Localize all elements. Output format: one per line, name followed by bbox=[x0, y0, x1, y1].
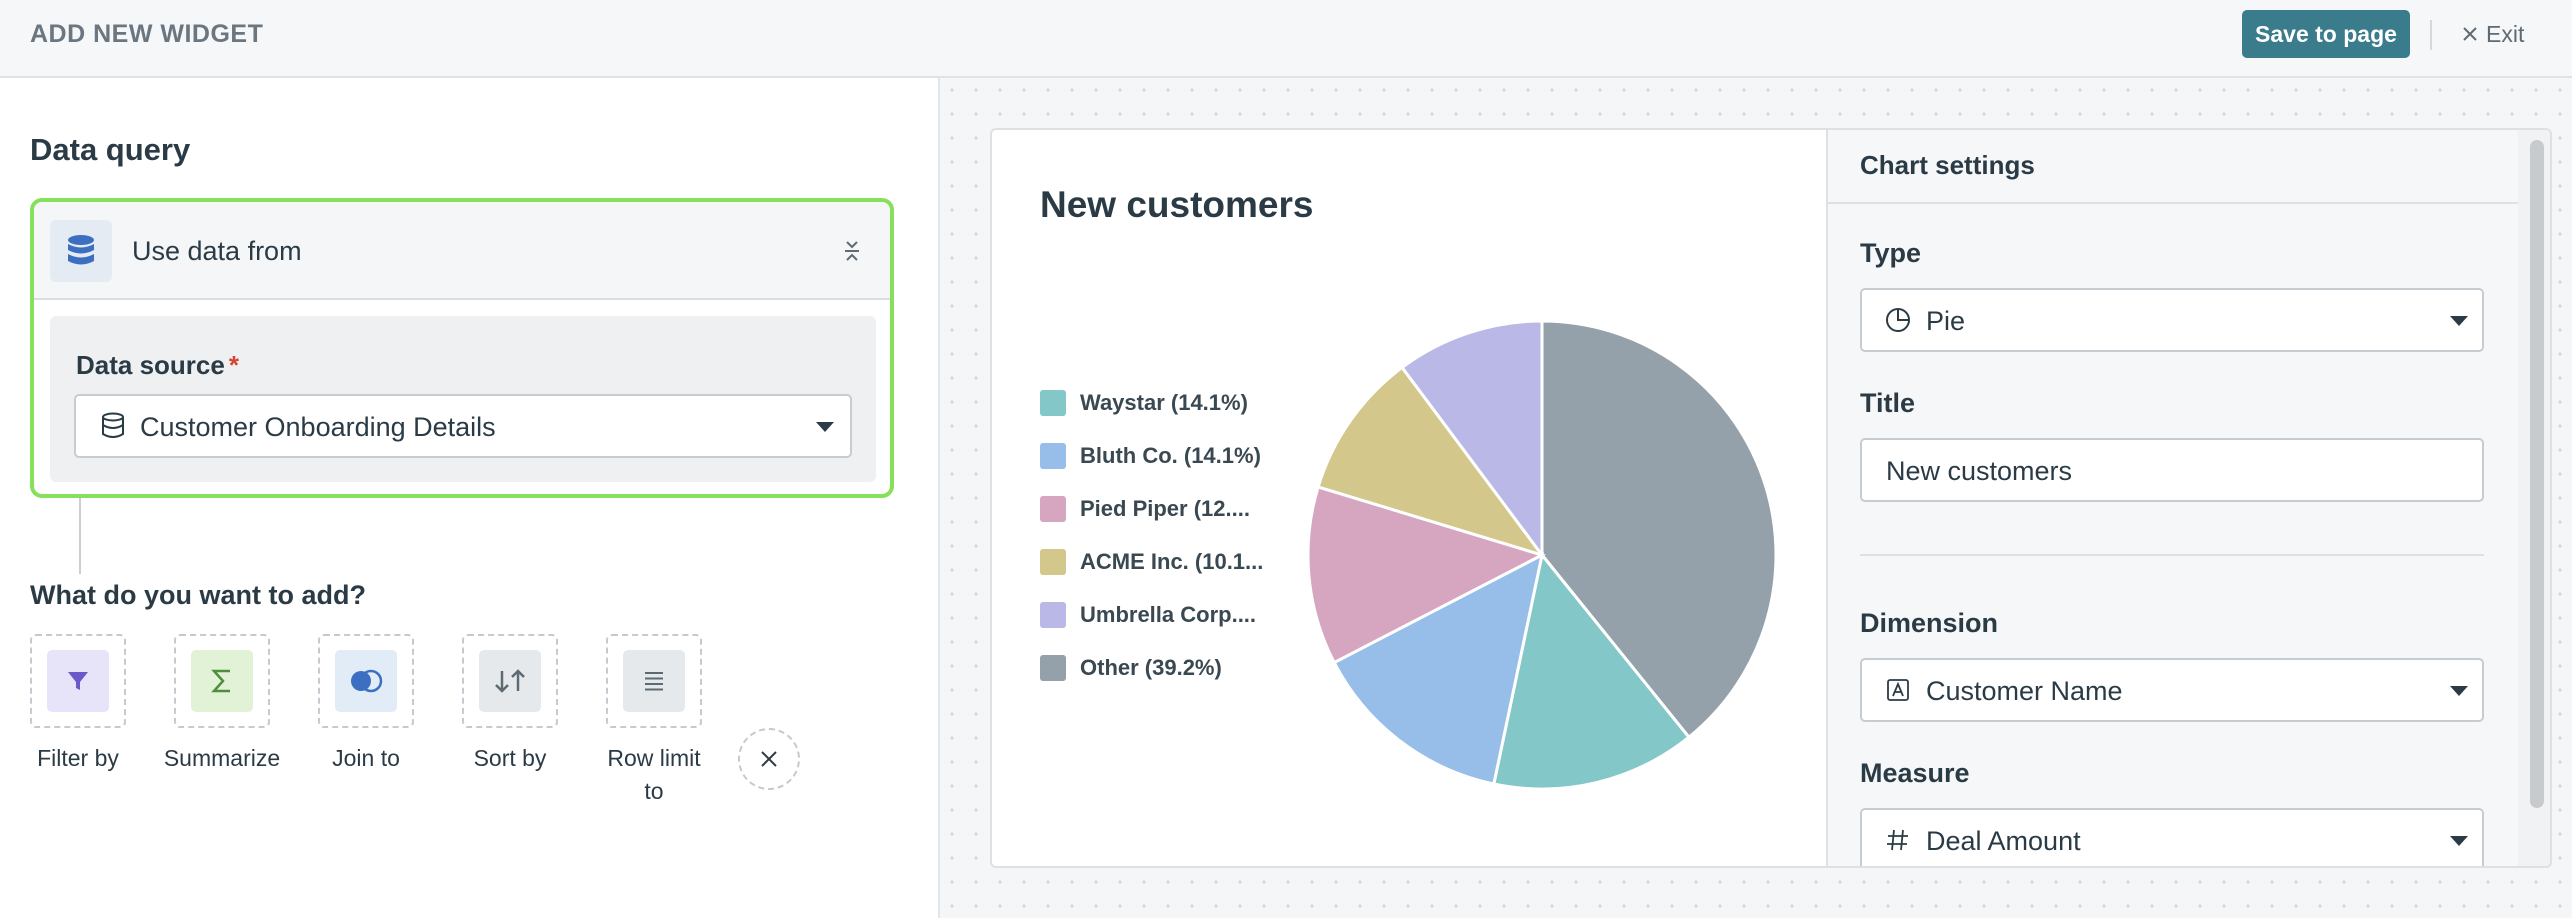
text-field-icon bbox=[1887, 679, 1909, 701]
settings-divider bbox=[1860, 554, 2484, 556]
chart-area: New customers Waystar (14.1%) Bluth Co. (… bbox=[992, 130, 1826, 866]
chart-legend: Waystar (14.1%) Bluth Co. (14.1%) Pied Pip… bbox=[1040, 390, 1263, 708]
add-step-title: What do you want to add? bbox=[30, 580, 366, 610]
pie-slice[interactable] bbox=[1540, 319, 1778, 740]
measure-label: Measure bbox=[1860, 758, 1970, 788]
widget-editor-header: ADD NEW WIDGET Save to page Exit bbox=[0, 0, 2572, 78]
close-icon bbox=[2463, 27, 2477, 41]
legend-label: ACME Inc. (10.1... bbox=[1080, 549, 1264, 574]
legend-swatch bbox=[1040, 602, 1066, 628]
close-icon bbox=[761, 751, 777, 767]
page-title: ADD NEW WIDGET bbox=[30, 20, 264, 48]
add-summarize-label: Summarize bbox=[163, 745, 281, 771]
chart-settings-panel: Chart settings Type Pie Title New custom… bbox=[1826, 130, 2550, 866]
data-source-value: Customer Onboarding Details bbox=[140, 412, 496, 442]
join-icon bbox=[335, 650, 397, 712]
chevron-down-icon bbox=[2450, 316, 2468, 326]
collapse-icon[interactable] bbox=[842, 238, 862, 264]
legend-swatch bbox=[1040, 496, 1066, 522]
sigma-icon bbox=[191, 650, 253, 712]
measure-select[interactable]: Deal Amount bbox=[1860, 808, 2484, 866]
chart-type-select[interactable]: Pie bbox=[1860, 288, 2484, 352]
header-divider bbox=[2430, 20, 2432, 50]
add-filter-button[interactable]: Filter by bbox=[13, 634, 143, 775]
dimension-label: Dimension bbox=[1860, 608, 1999, 638]
exit-label: Exit bbox=[2486, 20, 2525, 47]
database-icon bbox=[50, 220, 112, 282]
data-source-label: Data source * bbox=[76, 350, 239, 380]
legend-label: Umbrella Corp.... bbox=[1080, 602, 1257, 627]
data-source-select[interactable]: Customer Onboarding Details bbox=[74, 394, 852, 458]
exit-button[interactable]: Exit bbox=[2462, 18, 2524, 50]
pie-slice[interactable] bbox=[1316, 365, 1546, 558]
legend-item[interactable]: Pied Piper (12.... bbox=[1040, 496, 1263, 522]
number-icon bbox=[1887, 829, 1908, 851]
pie-slice[interactable] bbox=[1332, 552, 1545, 786]
sort-tile bbox=[462, 634, 558, 728]
add-sort-button[interactable]: Sort by bbox=[445, 634, 575, 775]
add-summarize-button[interactable]: Summarize bbox=[157, 634, 287, 775]
widget-preview: New customers Waystar (14.1%) Bluth Co. (… bbox=[990, 128, 2552, 868]
pie-slice[interactable] bbox=[1492, 551, 1691, 791]
dimension-select[interactable]: Customer Name bbox=[1860, 658, 2484, 722]
required-marker: * bbox=[228, 350, 239, 380]
close-add-button[interactable] bbox=[738, 728, 800, 790]
legend-item[interactable]: Waystar (14.1%) bbox=[1040, 390, 1263, 416]
legend-item[interactable]: Other (39.2%) bbox=[1040, 655, 1263, 681]
pie-chart-icon bbox=[1886, 308, 1910, 332]
settings-scrollbar-thumb[interactable] bbox=[2530, 140, 2544, 808]
chevron-down-icon bbox=[2450, 836, 2468, 846]
chart-title: New customers bbox=[1040, 184, 1314, 225]
legend-swatch bbox=[1040, 655, 1066, 681]
chart-settings-header: Chart settings bbox=[1828, 130, 2518, 204]
use-data-from-header[interactable]: Use data from bbox=[34, 202, 890, 300]
filter-tile bbox=[30, 634, 126, 728]
join-tile bbox=[318, 634, 414, 728]
data-query-panel: Data query Use data from Data source * bbox=[0, 78, 940, 918]
connector-line bbox=[79, 498, 81, 574]
legend-swatch bbox=[1040, 443, 1066, 469]
chart-type-value: Pie bbox=[1926, 306, 1966, 336]
chevron-down-icon bbox=[2450, 686, 2468, 696]
measure-value: Deal Amount bbox=[1926, 826, 2081, 856]
chart-title-value: New customers bbox=[1886, 456, 2073, 486]
add-join-button[interactable]: Join to bbox=[301, 634, 431, 775]
widget-preview-canvas: New customers Waystar (14.1%) Bluth Co. (… bbox=[940, 78, 2572, 918]
row-limit-icon bbox=[623, 650, 685, 712]
dimension-value: Customer Name bbox=[1926, 676, 2123, 706]
add-sort-label: Sort by bbox=[473, 745, 547, 771]
legend-item[interactable]: ACME Inc. (10.1... bbox=[1040, 549, 1263, 575]
sort-icon bbox=[479, 650, 541, 712]
legend-item[interactable]: Umbrella Corp.... bbox=[1040, 602, 1263, 628]
add-join-label: Join to bbox=[332, 745, 400, 771]
add-filter-label: Filter by bbox=[37, 745, 119, 771]
pie-slice[interactable] bbox=[1399, 319, 1544, 560]
chart-settings-title: Chart settings bbox=[1860, 150, 2035, 180]
data-source-section: Data source * Customer Onboarding Details bbox=[50, 316, 876, 482]
add-row-limit-label: Row limit to bbox=[607, 745, 701, 804]
save-to-page-button[interactable]: Save to page bbox=[2242, 10, 2410, 58]
legend-label: Bluth Co. (14.1%) bbox=[1080, 443, 1261, 468]
chart-title-input[interactable]: New customers bbox=[1860, 438, 2484, 502]
legend-label: Pied Piper (12.... bbox=[1080, 496, 1250, 521]
legend-swatch bbox=[1040, 390, 1066, 416]
legend-item[interactable]: Bluth Co. (14.1%) bbox=[1040, 443, 1263, 469]
pie-slice[interactable] bbox=[1306, 485, 1546, 665]
use-data-from-card: Use data from Data source * Customer Onbo… bbox=[30, 198, 894, 498]
add-row-limit-button[interactable]: Row limit to bbox=[589, 634, 719, 808]
pie-chart bbox=[1306, 319, 1778, 791]
summarize-tile bbox=[174, 634, 270, 728]
type-label: Type bbox=[1860, 238, 1922, 268]
legend-swatch bbox=[1040, 549, 1066, 575]
use-data-from-label: Use data from bbox=[132, 236, 302, 266]
title-label: Title bbox=[1860, 388, 1916, 418]
filter-icon bbox=[47, 650, 109, 712]
row-limit-tile bbox=[606, 634, 702, 728]
database-outline-icon bbox=[102, 412, 124, 438]
legend-label: Waystar (14.1%) bbox=[1080, 390, 1248, 415]
data-query-title: Data query bbox=[30, 132, 191, 167]
chevron-down-icon bbox=[816, 422, 834, 432]
legend-label: Other (39.2%) bbox=[1080, 655, 1222, 680]
